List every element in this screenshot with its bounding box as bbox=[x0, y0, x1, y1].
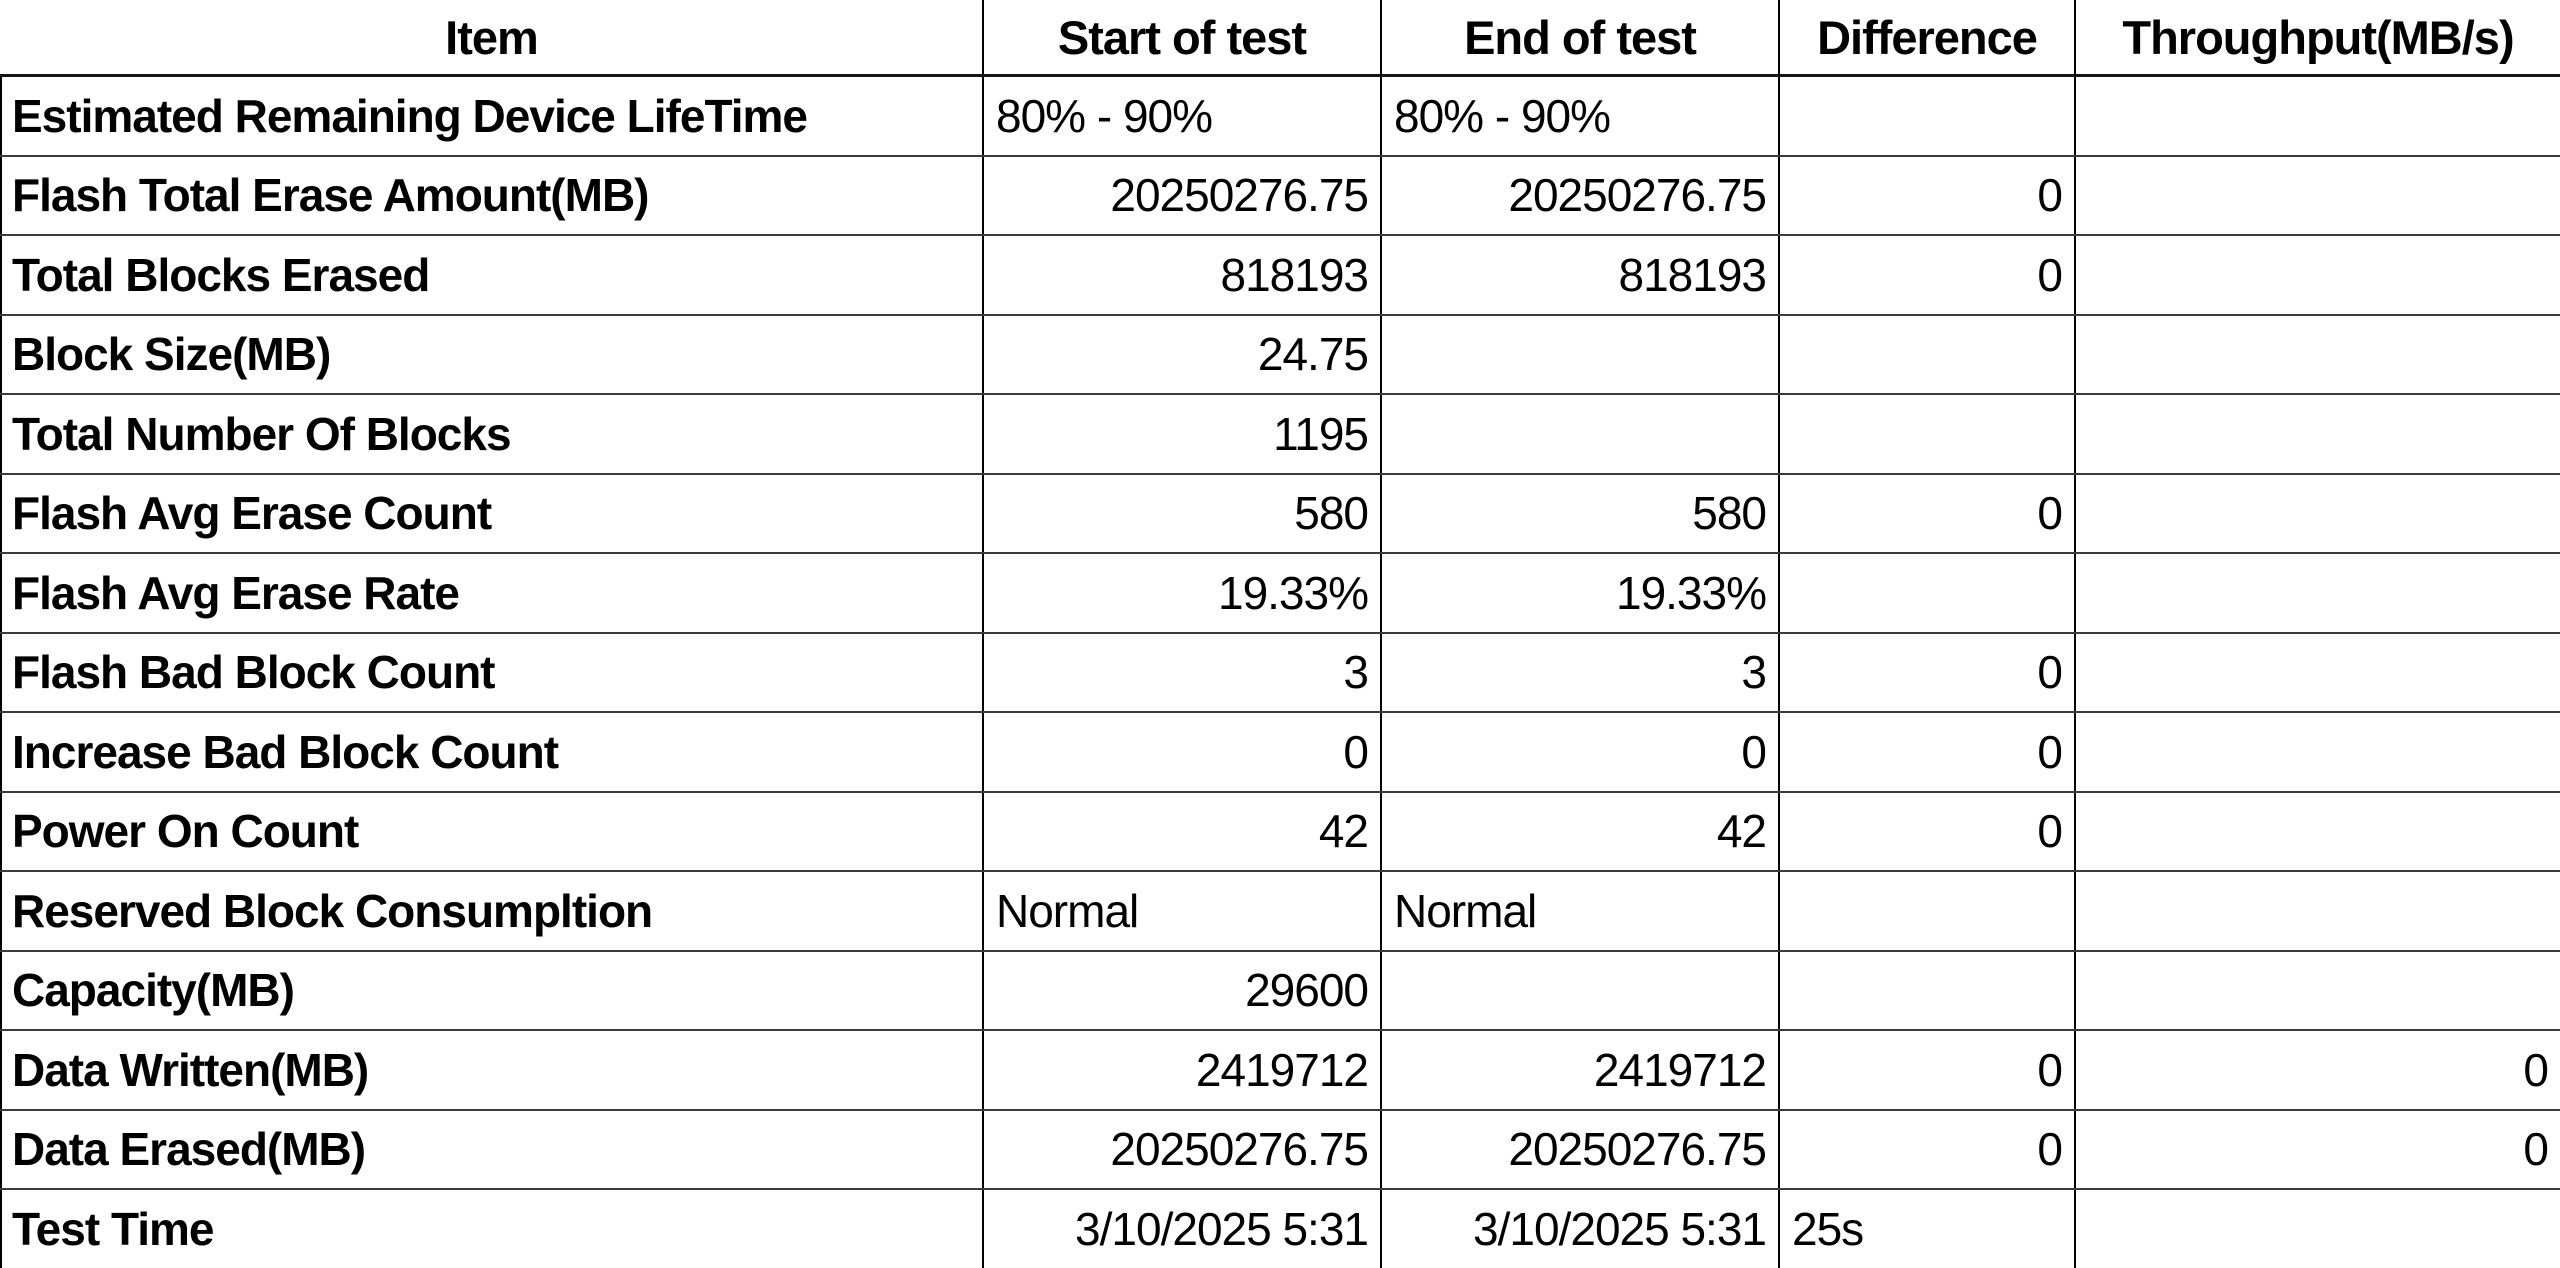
value-cell bbox=[1778, 394, 2076, 475]
value-cell: 0 bbox=[1778, 155, 2076, 236]
value-cell bbox=[2074, 314, 2560, 395]
value-cell: 42 bbox=[982, 791, 1382, 872]
header-row: Item Start of test End of test Differenc… bbox=[1, 0, 2560, 77]
value-cell bbox=[2074, 950, 2560, 1031]
item-cell: Total Number Of Blocks bbox=[0, 394, 984, 475]
value-cell bbox=[1778, 871, 2076, 952]
value-cell bbox=[2074, 871, 2560, 952]
value-cell: 0 bbox=[1778, 1030, 2076, 1111]
table-row: Test Time 3/10/2025 5:31 3/10/2025 5:31 25s bbox=[0, 1189, 2560, 1268]
value-cell: 25s bbox=[1778, 1189, 2076, 1268]
value-cell: 3 bbox=[1380, 632, 1780, 713]
value-cell bbox=[1380, 394, 1780, 475]
value-cell: 580 bbox=[982, 473, 1382, 554]
value-cell: 0 bbox=[1380, 712, 1780, 793]
value-cell bbox=[2074, 394, 2560, 475]
value-cell: 20250276.75 bbox=[982, 155, 1382, 236]
value-cell: 0 bbox=[1778, 235, 2076, 316]
value-cell bbox=[2074, 632, 2560, 713]
value-cell: 2419712 bbox=[982, 1030, 1382, 1111]
item-cell: Increase Bad Block Count bbox=[0, 712, 984, 793]
value-cell bbox=[2074, 155, 2560, 236]
table-row: Flash Avg Erase Count 580 580 0 bbox=[0, 473, 2560, 554]
table-row: Data Written(MB) 2419712 2419712 0 0 bbox=[0, 1030, 2560, 1111]
table-row: Reserved Block Consumpltion Normal Normal bbox=[0, 871, 2560, 952]
value-cell: 29600 bbox=[982, 950, 1382, 1031]
header-cell-difference: Difference bbox=[1778, 0, 2076, 77]
value-cell: 3/10/2025 5:31 bbox=[982, 1189, 1382, 1268]
value-cell: 580 bbox=[1380, 473, 1780, 554]
table-row: Flash Bad Block Count 3 3 0 bbox=[0, 632, 2560, 713]
item-cell: Estimated Remaining Device LifeTime bbox=[0, 75, 984, 157]
item-cell: Power On Count bbox=[0, 791, 984, 872]
item-cell: Test Time bbox=[0, 1189, 984, 1268]
value-cell bbox=[2074, 473, 2560, 554]
value-cell: 0 bbox=[1778, 473, 2076, 554]
value-cell bbox=[2074, 235, 2560, 316]
table-row: Flash Avg Erase Rate 19.33% 19.33% bbox=[0, 553, 2560, 634]
value-cell: 0 bbox=[2074, 1109, 2560, 1190]
value-cell: 42 bbox=[1380, 791, 1780, 872]
value-cell: 0 bbox=[982, 712, 1382, 793]
table-row: Total Blocks Erased 818193 818193 0 bbox=[0, 235, 2560, 316]
table-row: Capacity(MB) 29600 bbox=[0, 950, 2560, 1031]
value-cell: 19.33% bbox=[1380, 553, 1780, 634]
value-cell: 80% - 90% bbox=[1380, 75, 1780, 157]
value-cell: 24.75 bbox=[982, 314, 1382, 395]
value-cell: 818193 bbox=[982, 235, 1382, 316]
value-cell bbox=[1778, 950, 2076, 1031]
value-cell: 20250276.75 bbox=[982, 1109, 1382, 1190]
value-cell: 818193 bbox=[1380, 235, 1780, 316]
value-cell: 1195 bbox=[982, 394, 1382, 475]
value-cell bbox=[2074, 553, 2560, 634]
item-cell: Block Size(MB) bbox=[0, 314, 984, 395]
value-cell bbox=[1778, 75, 2076, 157]
value-cell bbox=[1778, 553, 2076, 634]
value-cell: 0 bbox=[1778, 791, 2076, 872]
table-row: Block Size(MB) 24.75 bbox=[0, 314, 2560, 395]
value-cell bbox=[2074, 1189, 2560, 1268]
item-cell: Flash Total Erase Amount(MB) bbox=[0, 155, 984, 236]
value-cell: 80% - 90% bbox=[982, 75, 1382, 157]
value-cell bbox=[2074, 791, 2560, 872]
header-cell-item: Item bbox=[1, 0, 984, 77]
value-cell bbox=[2074, 75, 2560, 157]
table-row: Estimated Remaining Device LifeTime 80% -… bbox=[0, 75, 2560, 157]
table-row: Total Number Of Blocks 1195 bbox=[0, 394, 2560, 475]
value-cell: 20250276.75 bbox=[1380, 1109, 1780, 1190]
item-cell: Total Blocks Erased bbox=[0, 235, 984, 316]
table-row: Flash Total Erase Amount(MB) 20250276.75 2… bbox=[0, 155, 2560, 236]
value-cell: 0 bbox=[1778, 1109, 2076, 1190]
item-cell: Capacity(MB) bbox=[0, 950, 984, 1031]
table-row: Increase Bad Block Count 0 0 0 bbox=[0, 712, 2560, 793]
item-cell: Flash Avg Erase Count bbox=[0, 473, 984, 554]
value-cell: 3 bbox=[982, 632, 1382, 713]
value-cell bbox=[1380, 950, 1780, 1031]
item-cell: Reserved Block Consumpltion bbox=[0, 871, 984, 952]
item-cell: Data Erased(MB) bbox=[0, 1109, 984, 1190]
value-cell bbox=[1380, 314, 1780, 395]
value-cell: Normal bbox=[1380, 871, 1780, 952]
table-body: Estimated Remaining Device LifeTime 80% -… bbox=[0, 75, 2560, 1268]
value-cell: 0 bbox=[1778, 632, 2076, 713]
header-cell-throughput: Throughput(MB/s) bbox=[2074, 0, 2560, 77]
table-row: Power On Count 42 42 0 bbox=[0, 791, 2560, 872]
header-cell-start: Start of test bbox=[982, 0, 1382, 77]
table-row: Data Erased(MB) 20250276.75 20250276.75 0 0 bbox=[0, 1109, 2560, 1190]
value-cell: 0 bbox=[1778, 712, 2076, 793]
header-cell-end: End of test bbox=[1380, 0, 1780, 77]
value-cell: Normal bbox=[982, 871, 1382, 952]
item-cell: Data Written(MB) bbox=[0, 1030, 984, 1111]
value-cell: 3/10/2025 5:31 bbox=[1380, 1189, 1780, 1268]
item-cell: Flash Bad Block Count bbox=[0, 632, 984, 713]
value-cell bbox=[2074, 712, 2560, 793]
item-cell: Flash Avg Erase Rate bbox=[0, 553, 984, 634]
value-cell bbox=[1778, 314, 2076, 395]
value-cell: 2419712 bbox=[1380, 1030, 1780, 1111]
value-cell: 19.33% bbox=[982, 553, 1382, 634]
value-cell: 20250276.75 bbox=[1380, 155, 1780, 236]
value-cell: 0 bbox=[2074, 1030, 2560, 1111]
